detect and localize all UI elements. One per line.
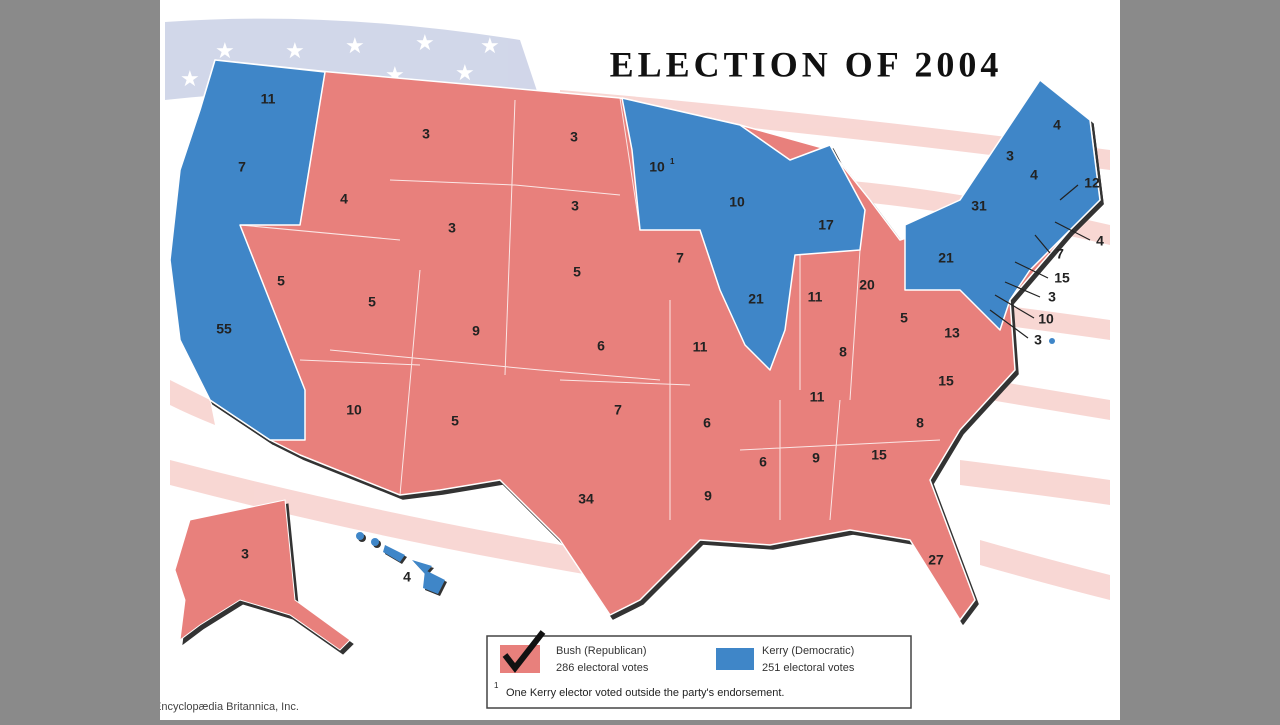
state-votes: 3: [1048, 289, 1056, 305]
credit: Encyclopædia Britannica, Inc.: [154, 701, 299, 713]
svg-text:★: ★: [180, 66, 200, 91]
state-votes: 21: [748, 291, 764, 307]
svg-text:★: ★: [345, 33, 365, 58]
dc-marker: [1049, 338, 1055, 344]
legend-swatch: [716, 648, 754, 670]
state-votes: 4: [340, 191, 348, 207]
state-votes: 5: [451, 413, 459, 429]
hawaii: [356, 532, 445, 594]
state-votes: 10: [346, 402, 362, 418]
state-votes: 9: [472, 323, 480, 339]
state-votes: 11: [808, 289, 823, 305]
svg-text:★: ★: [215, 38, 235, 63]
state-votes: 4: [1030, 167, 1038, 183]
state-votes: 10: [1038, 311, 1054, 327]
state-votes: 4: [1096, 233, 1104, 249]
side-bar: [0, 0, 160, 720]
footnote: One Kerry elector voted outside the part…: [506, 687, 784, 699]
state-votes: 6: [703, 415, 711, 431]
state-votes: 27: [928, 552, 944, 568]
state-votes: 15: [1054, 270, 1070, 286]
state-votes: 6: [759, 454, 767, 470]
state-votes: 10: [649, 159, 665, 175]
state-votes: 3: [422, 126, 430, 142]
alaska: [174, 499, 351, 651]
state-votes: 9: [704, 488, 712, 504]
legend-name: Kerry (Democratic): [762, 645, 854, 657]
state-borders: [239, 71, 941, 521]
side-bar: [1120, 0, 1280, 720]
state-votes: 7: [614, 402, 622, 418]
state-votes: 11: [693, 339, 708, 355]
footnote-mark: 1: [494, 681, 499, 690]
state-votes: 3: [448, 220, 456, 236]
svg-text:★: ★: [285, 38, 305, 63]
state-votes: 3: [1006, 148, 1014, 164]
state-votes: 17: [818, 217, 834, 233]
state-votes: 3: [241, 546, 249, 562]
state-votes: 15: [871, 447, 887, 463]
title: ELECTION OF 2004: [610, 44, 1003, 84]
legend-name: Bush (Republican): [556, 645, 647, 657]
state-votes: 7: [1056, 246, 1064, 262]
state-votes: 10: [729, 194, 745, 210]
state-votes: 11: [810, 389, 825, 405]
state-votes: 13: [944, 325, 960, 341]
state-votes: 20: [859, 277, 875, 293]
state-votes: 6: [597, 338, 605, 354]
svg-text:★: ★: [455, 60, 475, 85]
state-votes: 31: [971, 198, 987, 214]
state-votes: 5: [900, 310, 908, 326]
state-votes: 4: [1053, 117, 1061, 133]
state-votes: 5: [573, 264, 581, 280]
state-votes: 5: [368, 294, 376, 310]
us-lower-48: [169, 59, 1101, 621]
state-votes: 8: [916, 415, 924, 431]
state-votes: 3: [1034, 332, 1042, 348]
svg-text:★: ★: [415, 30, 435, 55]
legend: Bush (Republican) 286 electoral votes Ke…: [486, 630, 912, 709]
state-votes: 9: [812, 450, 820, 466]
stars: ★ ★ ★ ★ ★ ★ ★ ★★: [180, 30, 500, 141]
legend-votes: 251 electoral votes: [762, 662, 855, 674]
state-votes: 7: [238, 159, 246, 175]
state-votes: 3: [570, 129, 578, 145]
footnote-ref: 1: [670, 157, 675, 166]
state-votes: 11: [261, 91, 276, 107]
state-votes: 21: [938, 250, 954, 266]
callout-lines: [989, 184, 1091, 339]
state-votes: 8: [839, 344, 847, 360]
state-votes: 5: [277, 273, 285, 289]
legend-votes: 286 electoral votes: [556, 662, 649, 674]
state-votes: 55: [216, 321, 232, 337]
check-mark: [502, 630, 546, 673]
state-votes: 7: [676, 250, 684, 266]
state-votes: 4: [403, 569, 411, 585]
state-votes: 3: [571, 198, 579, 214]
state-votes: 34: [578, 491, 594, 507]
state-votes: 12: [1084, 175, 1100, 191]
state-votes: 15: [938, 373, 954, 389]
svg-text:★: ★: [480, 33, 500, 58]
